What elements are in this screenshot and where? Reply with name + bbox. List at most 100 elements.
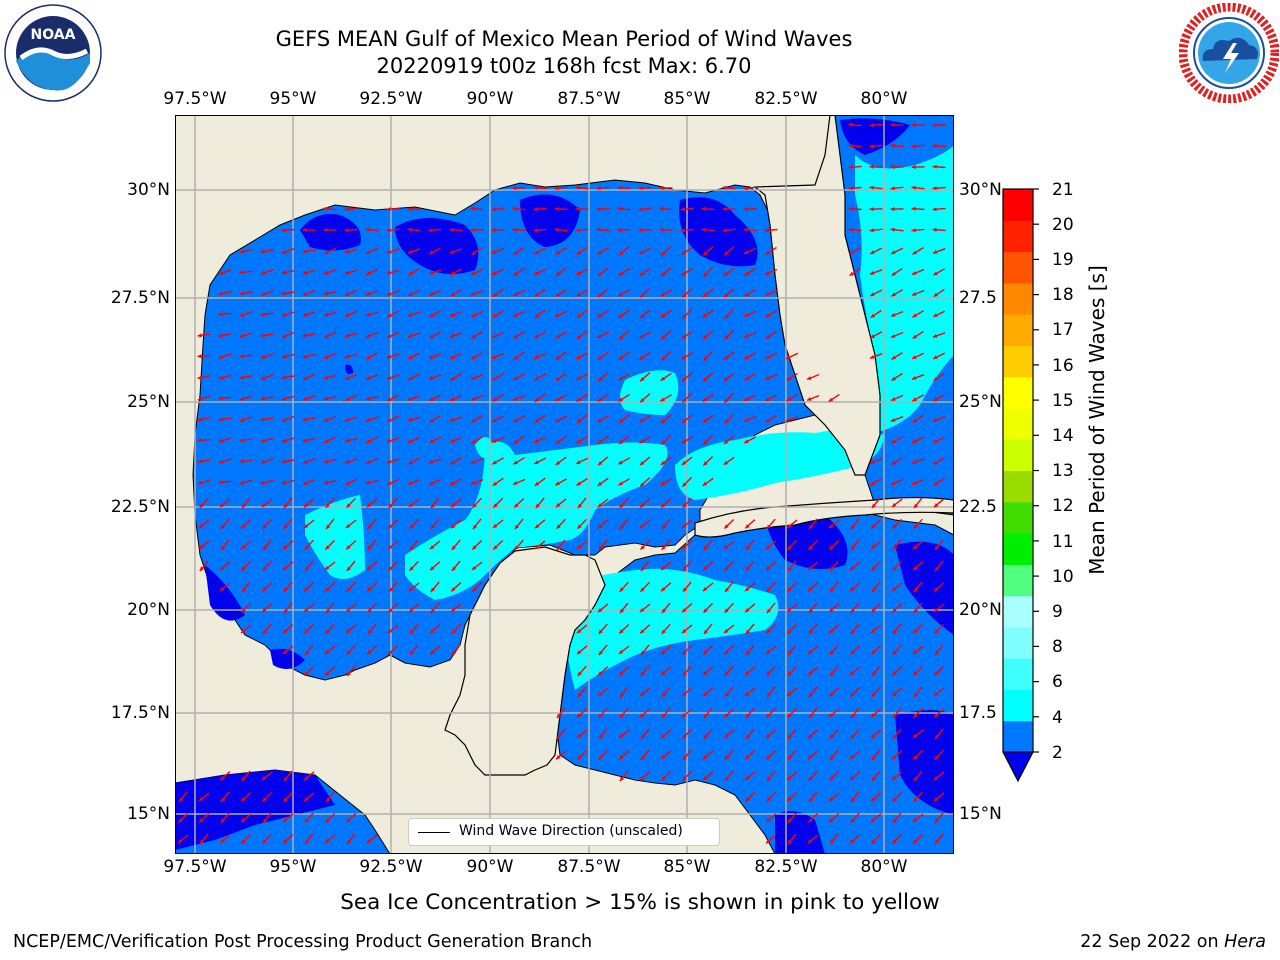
wind-wave-arrowhead <box>323 459 329 464</box>
colorbar-segment <box>1003 345 1033 378</box>
wind-wave-arrowhead <box>638 227 643 232</box>
wind-wave-arrowhead <box>555 313 560 317</box>
wind-wave-arrowhead <box>890 186 895 191</box>
wind-wave-arrowhead <box>932 186 937 191</box>
wind-wave-arrowhead <box>197 396 203 401</box>
wind-wave-arrowhead <box>703 440 708 445</box>
wind-wave-arrowhead <box>745 713 750 718</box>
wind-wave-arrowhead <box>303 376 308 380</box>
wind-wave-arrowhead <box>828 397 834 402</box>
wind-wave-arrowhead <box>262 524 267 529</box>
lat-label-left: 25°N <box>127 392 170 412</box>
wind-wave-arrowhead <box>891 502 897 507</box>
wind-wave-arrowhead <box>428 355 434 359</box>
wind-wave-arrowhead <box>534 439 539 443</box>
wind-wave-arrowhead <box>619 755 624 760</box>
wind-wave-arrowhead <box>387 628 393 633</box>
wind-wave-arrowhead <box>934 566 939 572</box>
wind-wave-arrowhead <box>871 734 876 739</box>
wind-wave-arrowhead <box>535 524 540 529</box>
wind-wave-arrowhead <box>535 503 540 508</box>
wind-wave-arrowhead <box>829 650 834 655</box>
wind-wave-arrowhead <box>218 354 224 359</box>
wind-wave-arrowhead <box>409 566 414 571</box>
wind-wave-arrowhead <box>722 185 727 190</box>
wind-wave-arrowhead <box>933 607 939 612</box>
wind-wave-arrowhead <box>241 797 246 802</box>
colorbar-segment <box>1003 626 1033 659</box>
wind-wave-arrowhead <box>220 797 225 802</box>
wind-wave-arrowhead <box>724 335 729 340</box>
wind-wave-arrowhead <box>408 586 414 591</box>
wind-wave-arrowhead <box>661 629 666 634</box>
wind-wave-arrowhead <box>723 376 729 381</box>
wind-wave-arrowhead <box>913 671 918 676</box>
wind-wave-arrowhead <box>513 250 519 255</box>
wind-wave-arrowhead <box>218 459 224 464</box>
wind-wave-arrowhead <box>808 692 813 697</box>
wind-wave-arrowhead <box>407 207 412 212</box>
wind-wave-arrowhead <box>703 293 708 298</box>
lon-label-bottom: 97.5°W <box>163 857 227 877</box>
wind-wave-arrowhead <box>576 544 582 549</box>
wind-wave-arrowhead <box>618 355 624 360</box>
wind-wave-arrowhead <box>471 250 476 255</box>
wind-wave-arrowhead <box>241 776 246 781</box>
wind-wave-arrowhead <box>911 122 916 127</box>
wind-wave-arrowhead <box>323 375 328 380</box>
wind-wave-arrowhead <box>218 480 223 485</box>
wind-wave-arrowhead <box>871 797 876 802</box>
wind-wave-arrowhead <box>367 545 372 550</box>
wind-wave-arrowhead <box>555 271 561 276</box>
wind-wave-arrowhead <box>618 397 623 402</box>
wind-wave-arrowhead <box>386 270 392 275</box>
wind-wave-arrowhead <box>218 417 223 422</box>
wind-wave-arrowhead <box>639 334 644 339</box>
wind-wave-arrowhead <box>787 587 792 592</box>
wind-wave-arrowhead <box>913 629 918 634</box>
wind-wave-arrowhead <box>892 839 897 844</box>
wind-wave-arrowhead <box>766 545 771 550</box>
wind-wave-arrowhead <box>220 566 225 571</box>
wind-wave-arrowhead <box>326 608 331 614</box>
wind-wave-arrowhead <box>344 270 350 275</box>
wind-wave-arrowhead <box>365 291 371 296</box>
wind-wave-arrowhead <box>324 418 329 422</box>
wind-wave-arrowhead <box>533 207 538 212</box>
wind-wave-arrowhead <box>869 355 875 359</box>
wind-wave-arrowhead <box>618 271 623 276</box>
wind-wave-arrowhead <box>933 271 938 276</box>
wind-wave-arrowhead <box>619 503 624 508</box>
wind-wave-arrowhead <box>325 629 330 634</box>
lon-label-bottom: 80°W <box>860 857 908 877</box>
wind-wave-arrowhead <box>179 797 184 803</box>
colorbar-tick-label: 20 <box>1052 215 1074 235</box>
wind-wave-arrowhead <box>302 270 308 275</box>
colorbar-segment <box>1003 501 1033 534</box>
lat-label-right: 27.5 <box>959 288 997 308</box>
wind-wave-arrowhead <box>346 608 351 613</box>
wind-wave-arrowhead <box>555 334 560 339</box>
wind-wave-arrowhead <box>744 250 749 254</box>
wind-wave-arrowhead <box>492 292 498 297</box>
wind-wave-arrowhead <box>619 419 624 424</box>
wind-wave-arrowhead <box>829 566 834 571</box>
wind-wave-arrowhead <box>513 376 518 380</box>
wind-wave-arrowhead <box>555 460 561 465</box>
wind-wave-arrowhead <box>660 460 666 465</box>
wind-wave-arrowhead <box>513 292 518 296</box>
wind-wave-arrowhead <box>260 249 265 254</box>
wind-wave-arrowhead <box>767 776 771 782</box>
wind-wave-arrowhead <box>639 607 645 612</box>
lon-label-top: 90°W <box>466 89 514 109</box>
wind-wave-arrowhead <box>785 418 791 422</box>
wind-wave-arrowhead <box>346 818 351 823</box>
colorbar-tick-label: 21 <box>1052 180 1074 200</box>
wind-wave-arrowhead <box>281 354 287 359</box>
wind-wave-arrowhead <box>325 587 330 592</box>
wind-wave-arrowhead <box>302 333 307 338</box>
wind-wave-arrowhead <box>281 396 287 401</box>
wind-wave-arrowhead <box>890 418 896 422</box>
wind-wave-arrowhead <box>849 754 855 759</box>
wind-wave-arrowhead <box>428 375 434 380</box>
